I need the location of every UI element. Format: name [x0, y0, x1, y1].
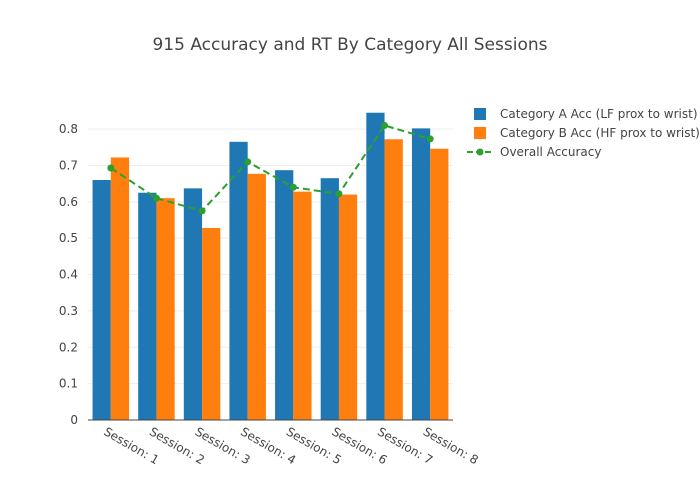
bar-category-a	[411, 128, 431, 420]
y-tick-label: 0.5	[59, 231, 78, 245]
bar-category-b	[384, 139, 403, 421]
legend-label: Category A Acc (LF prox to wrist)	[500, 107, 698, 121]
bar-category-a	[92, 180, 111, 420]
y-tick-label: 0.4	[59, 268, 78, 282]
legend-swatch	[474, 127, 486, 139]
legend-item[interactable]: Overall Accuracy	[467, 145, 601, 159]
overall-accuracy-point	[244, 158, 252, 166]
bars	[92, 112, 449, 421]
overall-accuracy-point	[335, 190, 343, 198]
legend[interactable]: Category A Acc (LF prox to wrist) Categor…	[467, 107, 700, 159]
bar-category-b	[338, 194, 358, 420]
y-tick-label: 0.1	[59, 377, 78, 391]
y-tick-label: 0	[70, 413, 78, 427]
legend-item[interactable]: Category A Acc (LF prox to wrist)	[474, 107, 698, 121]
bar-category-a	[366, 112, 385, 421]
bar-category-a	[320, 178, 339, 420]
legend-marker	[476, 148, 484, 156]
overall-accuracy-point	[198, 207, 206, 215]
bar-category-a	[275, 170, 294, 420]
overall-accuracy-point	[107, 164, 115, 172]
y-tick-label: 0.7	[59, 158, 78, 172]
legend-item[interactable]: Category B Acc (HF prox to wrist)	[474, 126, 700, 140]
y-tick-label: 0.3	[59, 304, 78, 318]
bar-category-a	[138, 192, 157, 420]
chart-title: 915 Accuracy and RT By Category All Sess…	[152, 35, 547, 55]
legend-label: Category B Acc (HF prox to wrist)	[500, 126, 700, 140]
legend-swatch	[474, 108, 486, 120]
bar-category-b	[110, 157, 130, 421]
y-tick-label: 0.2	[59, 340, 78, 354]
overall-accuracy-point	[152, 194, 160, 202]
legend-label: Overall Accuracy	[500, 145, 601, 159]
bar-category-b	[430, 148, 449, 420]
bar-category-a	[183, 188, 203, 420]
bar-category-a	[229, 141, 248, 420]
y-tick-label: 0.6	[59, 195, 78, 209]
bar-category-b	[156, 198, 175, 420]
bar-category-b	[293, 191, 312, 420]
overall-accuracy-point	[289, 183, 297, 191]
bar-category-b	[247, 173, 266, 420]
overall-accuracy-path	[110, 124, 431, 213]
overall-accuracy-point	[381, 121, 389, 129]
y-tick-label: 0.8	[59, 122, 78, 136]
overall-accuracy-point	[426, 135, 434, 143]
bar-category-b	[202, 228, 221, 420]
overall-accuracy-line	[107, 121, 434, 215]
y-tick-labels: 0 0.1 0.2 0.3 0.4 0.5 0.6 0.7 0.8	[59, 122, 78, 427]
